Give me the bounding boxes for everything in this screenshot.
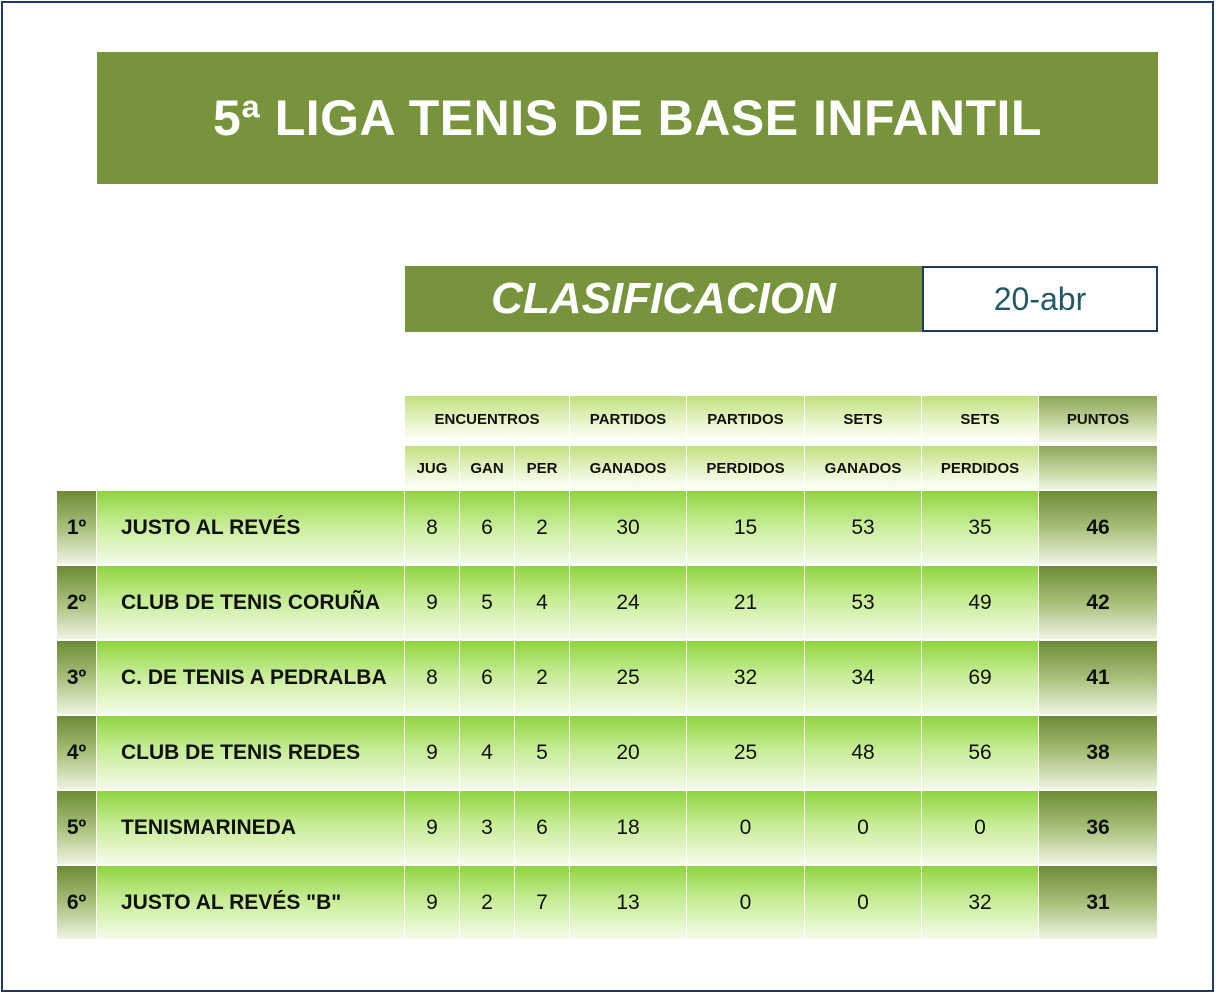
- gan-cell: 6: [460, 641, 515, 714]
- rank-cell: 4º: [57, 716, 97, 789]
- sets-ganados-cell: 0: [805, 866, 922, 939]
- team-cell: JUSTO AL REVÉS: [97, 491, 405, 564]
- sets-ganados-cell: 48: [805, 716, 922, 789]
- jug-cell: 8: [405, 491, 460, 564]
- sets-perdidos-cell: 56: [922, 716, 1039, 789]
- header-per: PER: [515, 446, 570, 490]
- jug-cell: 9: [405, 791, 460, 864]
- rank-cell: 6º: [57, 866, 97, 939]
- sets-perdidos-cell: 0: [922, 791, 1039, 864]
- partidos-ganados-cell: 20: [570, 716, 687, 789]
- per-cell: 4: [515, 566, 570, 639]
- header-gan: GAN: [460, 446, 515, 490]
- puntos-cell: 42: [1039, 566, 1158, 639]
- gan-cell: 5: [460, 566, 515, 639]
- partidos-perdidos-cell: 0: [687, 791, 805, 864]
- table-row: 2º CLUB DE TENIS CORUÑA 9 5 4 24 21 53 4…: [57, 566, 1158, 641]
- header-jug: JUG: [405, 446, 460, 490]
- rank-cell: 1º: [57, 491, 97, 564]
- gan-cell: 6: [460, 491, 515, 564]
- sets-perdidos-cell: 49: [922, 566, 1039, 639]
- gan-cell: 2: [460, 866, 515, 939]
- puntos-cell: 31: [1039, 866, 1158, 939]
- sets-perdidos-cell: 69: [922, 641, 1039, 714]
- per-cell: 7: [515, 866, 570, 939]
- table-row: 6º JUSTO AL REVÉS "B" 9 2 7 13 0 0 32 31: [57, 866, 1158, 941]
- partidos-perdidos-cell: 32: [687, 641, 805, 714]
- per-cell: 2: [515, 641, 570, 714]
- table-row: 5º TENISMARINEDA 9 3 6 18 0 0 0 36: [57, 791, 1158, 866]
- sets-ganados-cell: 0: [805, 791, 922, 864]
- header-partidos-perdidos-top: PARTIDOS: [687, 396, 805, 442]
- puntos-cell: 36: [1039, 791, 1158, 864]
- rank-cell: 3º: [57, 641, 97, 714]
- team-cell: C. DE TENIS A PEDRALBA: [97, 641, 405, 714]
- partidos-perdidos-cell: 0: [687, 866, 805, 939]
- per-cell: 5: [515, 716, 570, 789]
- jug-cell: 9: [405, 716, 460, 789]
- section-title: CLASIFICACION: [405, 266, 922, 332]
- sets-ganados-cell: 53: [805, 566, 922, 639]
- jug-cell: 9: [405, 566, 460, 639]
- header-sets-perdidos: PERDIDOS: [922, 446, 1039, 490]
- team-cell: TENISMARINEDA: [97, 791, 405, 864]
- header-puntos-blank: [1039, 446, 1158, 490]
- partidos-ganados-cell: 24: [570, 566, 687, 639]
- header-puntos: PUNTOS: [1039, 396, 1158, 442]
- header-partidos-ganados-top: PARTIDOS: [570, 396, 687, 442]
- gan-cell: 3: [460, 791, 515, 864]
- header-encuentros: ENCUENTROS: [405, 396, 570, 442]
- rank-cell: 2º: [57, 566, 97, 639]
- puntos-cell: 41: [1039, 641, 1158, 714]
- jug-cell: 9: [405, 866, 460, 939]
- rank-cell: 5º: [57, 791, 97, 864]
- table-row: 3º C. DE TENIS A PEDRALBA 8 6 2 25 32 34…: [57, 641, 1158, 716]
- header-sets-perdidos-top: SETS: [922, 396, 1039, 442]
- partidos-perdidos-cell: 15: [687, 491, 805, 564]
- header-sets-ganados: GANADOS: [805, 446, 922, 490]
- puntos-cell: 38: [1039, 716, 1158, 789]
- table-row: 1º JUSTO AL REVÉS 8 6 2 30 15 53 35 46: [57, 491, 1158, 566]
- partidos-ganados-cell: 25: [570, 641, 687, 714]
- page-title: 5ª LIGA TENIS DE BASE INFANTIL: [97, 52, 1158, 184]
- partidos-perdidos-cell: 25: [687, 716, 805, 789]
- sets-perdidos-cell: 35: [922, 491, 1039, 564]
- jug-cell: 8: [405, 641, 460, 714]
- puntos-cell: 46: [1039, 491, 1158, 564]
- team-cell: CLUB DE TENIS CORUÑA: [97, 566, 405, 639]
- sets-ganados-cell: 53: [805, 491, 922, 564]
- partidos-ganados-cell: 13: [570, 866, 687, 939]
- per-cell: 6: [515, 791, 570, 864]
- partidos-ganados-cell: 30: [570, 491, 687, 564]
- header-partidos-ganados: GANADOS: [570, 446, 687, 490]
- table-row: 4º CLUB DE TENIS REDES 9 4 5 20 25 48 56…: [57, 716, 1158, 791]
- per-cell: 2: [515, 491, 570, 564]
- partidos-ganados-cell: 18: [570, 791, 687, 864]
- gan-cell: 4: [460, 716, 515, 789]
- header-sets-ganados-top: SETS: [805, 396, 922, 442]
- sets-perdidos-cell: 32: [922, 866, 1039, 939]
- date-field[interactable]: 20-abr: [922, 266, 1158, 332]
- partidos-perdidos-cell: 21: [687, 566, 805, 639]
- sets-ganados-cell: 34: [805, 641, 922, 714]
- team-cell: JUSTO AL REVÉS "B": [97, 866, 405, 939]
- header-partidos-perdidos: PERDIDOS: [687, 446, 805, 490]
- team-cell: CLUB DE TENIS REDES: [97, 716, 405, 789]
